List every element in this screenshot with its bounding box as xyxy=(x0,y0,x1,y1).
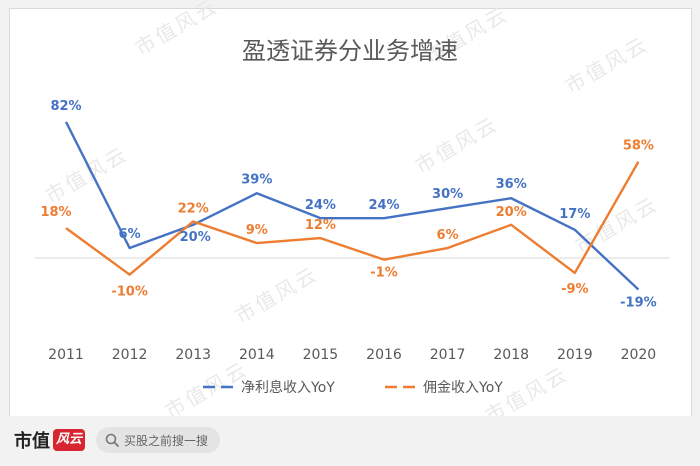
data-label: 20% xyxy=(496,205,527,220)
data-label: 17% xyxy=(559,207,590,222)
legend-label: 佣金收入YoY xyxy=(423,380,503,396)
x-tick-label: 2020 xyxy=(621,347,657,363)
data-label: 30% xyxy=(432,187,463,202)
chart-card: 市值风云 市值风云 市值风云 市值风云 市值风云 市值风云 市值风云 市值风云 … xyxy=(9,0,692,428)
data-label: 12% xyxy=(305,218,336,233)
series-line xyxy=(65,161,640,276)
data-label: 36% xyxy=(496,177,527,192)
data-label: 24% xyxy=(305,198,336,213)
data-label: 9% xyxy=(246,223,268,238)
data-label: 6% xyxy=(119,227,141,242)
data-label: -10% xyxy=(111,285,148,300)
x-tick-label: 2012 xyxy=(112,347,148,363)
data-label: 39% xyxy=(241,172,272,187)
x-tick-label: 2016 xyxy=(366,347,402,363)
data-label: 24% xyxy=(368,198,399,213)
data-label: -9% xyxy=(561,282,588,297)
legend-label: 净利息收入YoY xyxy=(241,379,335,396)
series-line xyxy=(64,121,640,291)
x-axis: 2011 2012 2013 2014 2015 2016 2017 2018 2019 2020 xyxy=(48,347,656,363)
x-tick-label: 2019 xyxy=(557,347,593,363)
search-box[interactable]: 买股之前搜一搜 xyxy=(96,427,220,453)
x-tick-label: 2017 xyxy=(430,347,466,363)
brand-name: 市值 xyxy=(14,431,50,452)
data-label: 18% xyxy=(40,205,71,220)
x-tick-label: 2018 xyxy=(493,347,529,363)
x-tick-label: 2015 xyxy=(303,347,339,363)
x-tick-label: 2011 xyxy=(48,347,84,363)
x-tick-label: 2014 xyxy=(239,347,275,363)
series-layer: 82% 6% 20% 39% 24% 24% 30% 36% 17% -19% 18% -10% 22%… xyxy=(40,99,656,311)
brand-logo[interactable]: 市值 风云 xyxy=(14,426,86,454)
search-icon xyxy=(105,433,119,447)
legend: 净利息收入YoY 佣金收入YoY xyxy=(203,379,503,396)
x-tick-label: 2013 xyxy=(175,347,211,363)
data-label: 82% xyxy=(50,99,81,114)
brand-seal: 风云 xyxy=(53,429,86,451)
data-label: -19% xyxy=(620,296,657,311)
data-label: -1% xyxy=(370,266,397,281)
data-label: 22% xyxy=(178,201,209,216)
data-label: 6% xyxy=(437,228,459,243)
data-label: 58% xyxy=(623,139,654,154)
data-label: 20% xyxy=(180,230,211,245)
footer-bar: 市值 风云 买股之前搜一搜 xyxy=(0,416,700,466)
line-chart: 盈透证券分业务增速 2011 2012 2013 2014 2015 2016 2017 20… xyxy=(35,37,670,396)
chart-title: 盈透证券分业务增速 xyxy=(242,37,458,65)
search-placeholder: 买股之前搜一搜 xyxy=(124,433,209,448)
